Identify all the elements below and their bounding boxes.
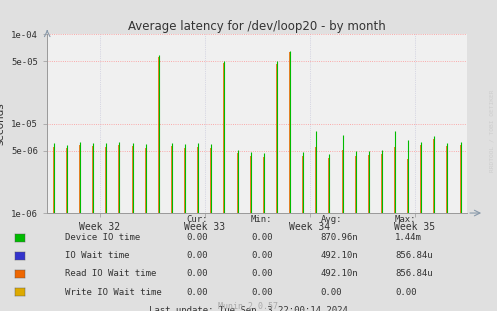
Text: 0.00: 0.00 — [395, 287, 416, 296]
Text: RRDTOOL / TOBI OETIKER: RRDTOOL / TOBI OETIKER — [490, 89, 495, 172]
Text: 0.00: 0.00 — [186, 233, 208, 242]
Text: IO Wait time: IO Wait time — [65, 251, 129, 260]
Text: Device IO time: Device IO time — [65, 233, 140, 242]
Text: Cur:: Cur: — [186, 215, 208, 224]
Text: Min:: Min: — [251, 215, 272, 224]
Text: Last update: Tue Sep  3 22:00:14 2024: Last update: Tue Sep 3 22:00:14 2024 — [149, 305, 348, 311]
Text: Avg:: Avg: — [321, 215, 342, 224]
Title: Average latency for /dev/loop20 - by month: Average latency for /dev/loop20 - by mon… — [128, 20, 386, 33]
Text: 0.00: 0.00 — [186, 251, 208, 260]
Text: 0.00: 0.00 — [251, 251, 272, 260]
Text: 856.84u: 856.84u — [395, 251, 433, 260]
Text: 0.00: 0.00 — [251, 287, 272, 296]
Text: 1.44m: 1.44m — [395, 233, 422, 242]
Y-axis label: seconds: seconds — [0, 102, 6, 145]
Text: 856.84u: 856.84u — [395, 269, 433, 278]
Text: Write IO Wait time: Write IO Wait time — [65, 287, 162, 296]
Text: 492.10n: 492.10n — [321, 251, 358, 260]
Text: Munin 2.0.57: Munin 2.0.57 — [219, 302, 278, 311]
Text: 0.00: 0.00 — [251, 269, 272, 278]
Text: 0.00: 0.00 — [186, 269, 208, 278]
Text: 870.96n: 870.96n — [321, 233, 358, 242]
Text: Max:: Max: — [395, 215, 416, 224]
Text: 0.00: 0.00 — [321, 287, 342, 296]
Text: Read IO Wait time: Read IO Wait time — [65, 269, 156, 278]
Text: 0.00: 0.00 — [251, 233, 272, 242]
Text: 0.00: 0.00 — [186, 287, 208, 296]
Text: 492.10n: 492.10n — [321, 269, 358, 278]
